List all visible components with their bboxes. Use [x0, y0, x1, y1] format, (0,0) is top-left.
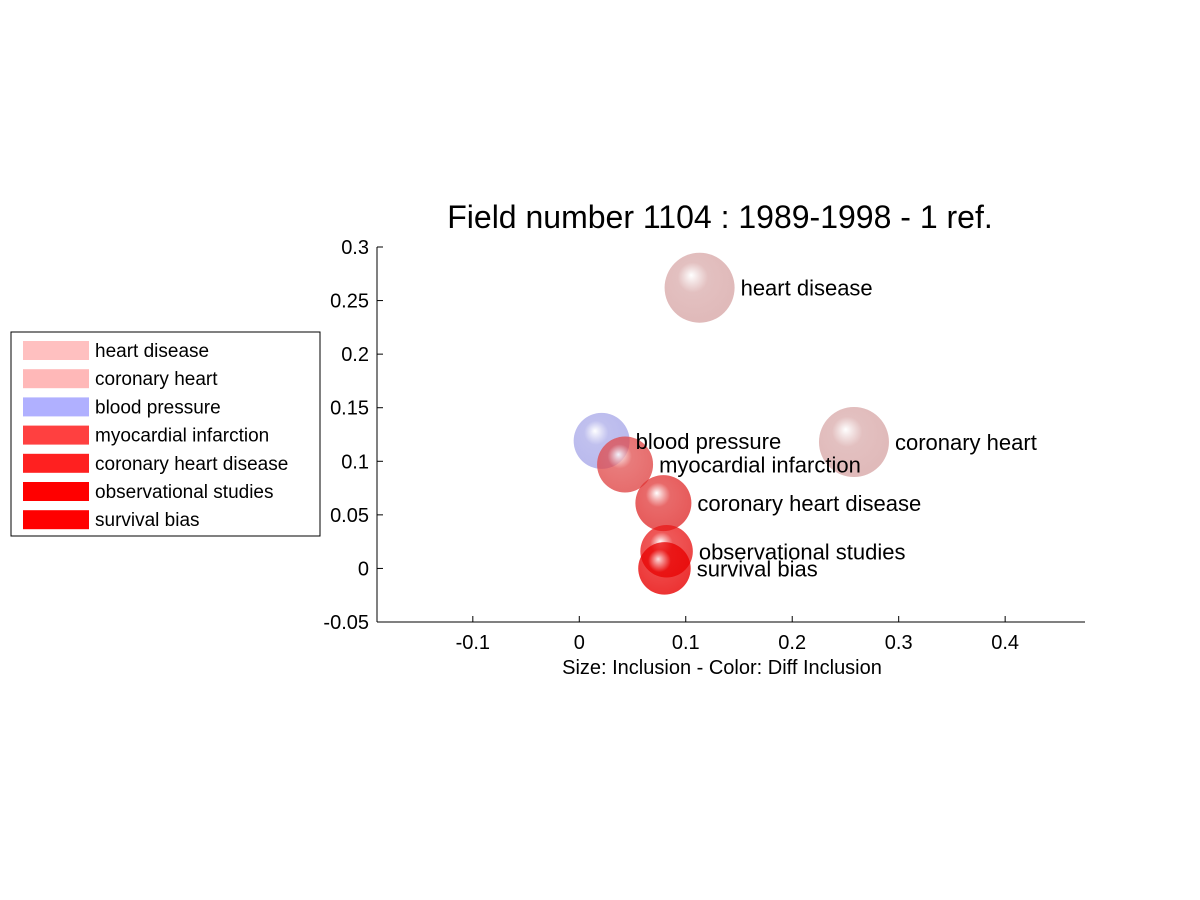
y-tick-label: 0.1 — [341, 451, 369, 473]
y-tick-label: -0.05 — [323, 612, 369, 634]
point-label: coronary heart disease — [697, 491, 921, 516]
legend-label: myocardial infarction — [95, 426, 269, 447]
legend-label: observational studies — [95, 482, 274, 503]
y-tick-label: 0.15 — [330, 398, 369, 420]
bubble-heart-disease — [664, 252, 735, 323]
x-tick-label: -0.1 — [456, 632, 490, 654]
legend-label: blood pressure — [95, 397, 221, 418]
axes: -0.1 0 0.1 0.2 0.3 0.4 -0.05 0 0.05 0.1 0.15 0.2 0.2… — [323, 237, 1085, 654]
legend-swatch — [23, 369, 89, 389]
chart-title: Field number 1104 : 1989-1998 - 1 ref. — [447, 199, 993, 235]
bubble-myocardial-infarction — [597, 436, 654, 493]
legend-swatch — [23, 341, 89, 360]
legend-label: coronary heart disease — [95, 454, 288, 475]
legend: heart disease coronary heart blood pressur… — [10, 331, 321, 537]
point-label: heart disease — [741, 276, 873, 301]
legend-swatch — [23, 510, 89, 530]
point-label: blood pressure — [636, 429, 782, 454]
y-tick-label: 0.25 — [330, 291, 369, 313]
legend-label: survival bias — [95, 510, 200, 531]
legend-swatch — [23, 425, 89, 445]
point-labels: heart disease coronary heart blood pressur… — [636, 276, 1037, 582]
legend-swatch — [23, 397, 89, 417]
x-tick-label: 0.3 — [885, 632, 913, 654]
y-tick-label: 0.05 — [330, 505, 369, 527]
legend-label: heart disease — [95, 341, 209, 362]
x-tick-label: 0.1 — [672, 632, 700, 654]
bubbles — [573, 252, 889, 595]
legend-swatch — [23, 453, 89, 473]
legend-swatch — [23, 482, 89, 501]
point-label: observational studies — [699, 539, 906, 564]
point-label: survival bias — [697, 556, 818, 581]
x-tick-label: 0.4 — [991, 632, 1019, 654]
point-label: myocardial infarction — [659, 453, 861, 478]
x-tick-label: 0.2 — [778, 632, 806, 654]
y-tick-label: 0.3 — [341, 237, 369, 259]
bubble-coronary-heart — [818, 407, 889, 477]
y-tick-label: 0.2 — [341, 344, 369, 366]
x-axis-label: Size: Inclusion - Color: Diff Inclusion — [562, 657, 882, 679]
x-tick-label: 0 — [574, 632, 585, 654]
bubble-coronary-heart-disease — [635, 475, 692, 532]
bubble-survival-bias — [638, 542, 691, 595]
legend-label: coronary heart — [95, 369, 218, 390]
point-label: coronary heart — [895, 430, 1037, 455]
y-tick-label: 0 — [358, 558, 369, 580]
